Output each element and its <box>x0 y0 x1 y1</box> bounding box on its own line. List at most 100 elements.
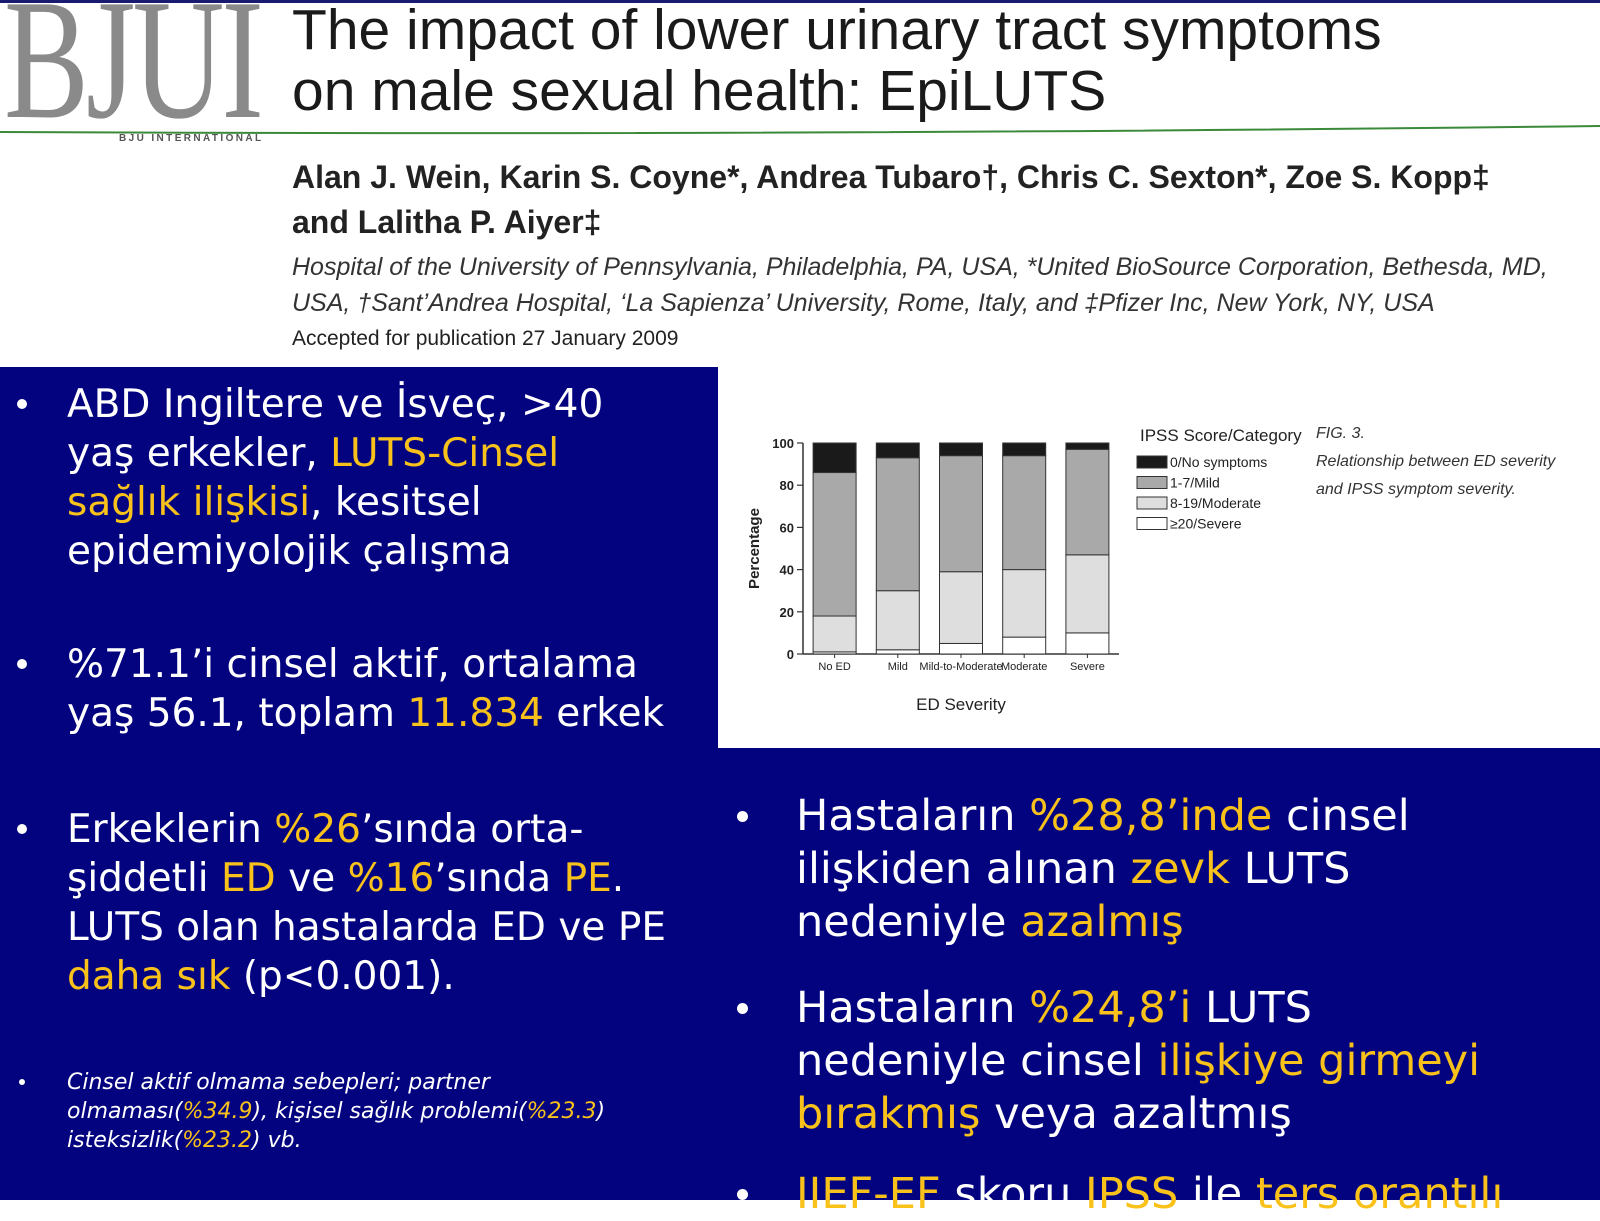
body-text: LUTS <box>1191 982 1312 1033</box>
highlight-text: daha sık <box>67 953 231 999</box>
x-tick-label: Severe <box>1070 661 1105 673</box>
bar-segment <box>1002 636 1047 655</box>
bar-segment <box>812 442 857 474</box>
body-text: . <box>611 855 625 901</box>
body-text: ilişkiden alınan <box>796 843 1131 894</box>
bullet-dot <box>17 659 27 669</box>
body-text: Cinsel aktif olmama sebepleri; partner <box>67 1069 490 1095</box>
x-axis-label: ED Severity <box>916 695 1006 714</box>
x-tick-label: Mild-to-Moderate <box>919 661 1002 673</box>
body-text: şiddetli <box>67 855 222 901</box>
bar-segment <box>939 455 983 573</box>
top-border <box>0 0 1600 3</box>
legend-swatch <box>1136 517 1168 530</box>
highlight-text: ED <box>221 855 276 901</box>
bullet-line: yaş erkekler, LUTS-Cinsel <box>67 429 603 478</box>
article-title: The impact of lower urinary tract sympto… <box>292 0 1382 122</box>
bar-segment <box>875 457 920 592</box>
x-tick-label: Moderate <box>1001 661 1047 673</box>
y-tick-label: 60 <box>780 520 794 535</box>
bullet-line: ilişkiden alınan zevk LUTS <box>796 843 1410 896</box>
highlight-text: zevk <box>1130 843 1230 894</box>
bar-segment <box>1065 448 1110 556</box>
figure-caption-line: Relationship between ED severity <box>1316 453 1556 470</box>
highlight-text: LUTS-Cinsel <box>330 430 560 476</box>
bullet-line: şiddetli ED ve %16’sında PE. <box>67 854 666 903</box>
highlight-text: %34.9 <box>182 1098 253 1124</box>
figure-caption-line: and IPSS symptom severity. <box>1316 481 1516 498</box>
bar-segment <box>875 590 920 651</box>
body-text: nedeniyle cinsel <box>796 1035 1158 1086</box>
highlight-text: %26 <box>274 806 361 852</box>
y-axis-label: Percentage <box>746 508 763 589</box>
bullet-line: daha sık (p<0.001). <box>67 952 666 1001</box>
journal-logo-subtitle: BJU INTERNATIONAL <box>119 133 264 144</box>
bullet-dot <box>17 824 27 834</box>
bullet-line: yaş 56.1, toplam 11.834 erkek <box>67 689 664 738</box>
header-rule <box>0 125 1600 135</box>
legend-label: 1-7/Mild <box>1170 475 1220 491</box>
legend-title: IPSS Score/Category <box>1140 426 1302 445</box>
bullet-line: nedeniyle azalmış <box>796 896 1410 949</box>
figure-panel <box>718 367 1600 748</box>
bullet-item: Hastaların %28,8’inde cinsel ilişkiden al… <box>796 790 1410 949</box>
y-tick-label: 80 <box>780 478 794 493</box>
body-text: yaş 56.1, toplam <box>67 690 408 736</box>
bullet-dot <box>736 810 748 822</box>
bullet-dot <box>736 1188 748 1200</box>
bullet-line: Hastaların %28,8’inde cinsel <box>796 790 1410 843</box>
affiliation-line: USA, †Sant’Andrea Hospital, ‘La Sapienza… <box>292 289 1435 317</box>
legend-swatch <box>1136 455 1168 469</box>
bar-segment <box>1065 554 1110 634</box>
bullet-item: %71.1’i cinsel aktif, ortalama yaş 56.1, … <box>67 640 664 738</box>
bar-segment <box>939 442 983 457</box>
body-text: ile <box>1178 1168 1256 1219</box>
body-text: ABD Ingiltere ve İsveç, >40 <box>67 381 604 427</box>
highlight-text: %28,8’inde <box>1029 790 1273 841</box>
authors-line: Alan J. Wein, Karin S. Coyne*, Andrea Tu… <box>292 159 1490 195</box>
body-text: %71.1’i cinsel aktif, ortalama <box>67 641 638 687</box>
body-text: ), kişisel sağlık problemi( <box>252 1098 527 1124</box>
bullet-dot <box>17 399 27 409</box>
bar-segment <box>875 649 920 655</box>
bullet-dot <box>19 1079 25 1085</box>
legend-label: ≥20/Severe <box>1170 516 1242 532</box>
bar-segment <box>1002 442 1047 457</box>
highlight-text: PE <box>563 855 612 901</box>
legend-swatch <box>1136 496 1168 510</box>
bullet-dot <box>736 1002 748 1014</box>
bullet-line: isteksizlik(%23.2) vb. <box>67 1126 605 1155</box>
x-tick-label: No ED <box>818 661 850 673</box>
journal-logo: BJUI <box>4 0 264 155</box>
body-text: yaş erkekler, <box>67 430 331 476</box>
highlight-text: bırakmış <box>796 1088 981 1139</box>
bullet-line: bırakmış veya azaltmış <box>796 1088 1480 1141</box>
highlight-text: ilişkiye girmeyi <box>1157 1035 1481 1086</box>
affiliation-line: Hospital of the University of Pennsylvan… <box>292 253 1548 281</box>
body-text: erkek <box>543 690 665 736</box>
bullet-line: IIEF-EF skoru IPSS ile ters orantılı <box>796 1168 1503 1221</box>
body-text: LUTS olan hastalarda ED ve PE <box>67 904 666 950</box>
bar-segment <box>812 472 857 617</box>
body-text: veya azaltmış <box>980 1088 1292 1139</box>
bar-segment <box>875 442 920 459</box>
bullet-line: Hastaların %24,8’i LUTS <box>796 982 1480 1035</box>
body-text: ) <box>596 1098 606 1124</box>
body-text: Hastaların <box>796 790 1030 841</box>
highlight-text: azalmış <box>1020 896 1184 947</box>
highlight-text: IPSS <box>1085 1168 1179 1219</box>
bullet-item: Erkeklerin %26’sında orta-şiddetli ED ve… <box>67 805 666 1001</box>
bullet-item: IIEF-EF skoru IPSS ile ters orantılı <box>796 1168 1503 1221</box>
body-text: ’sında orta- <box>360 806 584 852</box>
legend-swatch <box>1136 476 1168 489</box>
body-text: Hastaların <box>796 982 1030 1033</box>
body-text: Erkeklerin <box>67 806 275 852</box>
bar-segment <box>939 642 983 655</box>
bar-segment <box>1065 632 1110 655</box>
body-text: ve <box>275 855 348 901</box>
title-line: The impact of lower urinary tract sympto… <box>292 0 1382 62</box>
title-line: on male sexual health: EpiLUTS <box>292 59 1107 123</box>
highlight-text: %24,8’i <box>1029 982 1192 1033</box>
figure-caption-label: FIG. 3. <box>1316 425 1365 442</box>
